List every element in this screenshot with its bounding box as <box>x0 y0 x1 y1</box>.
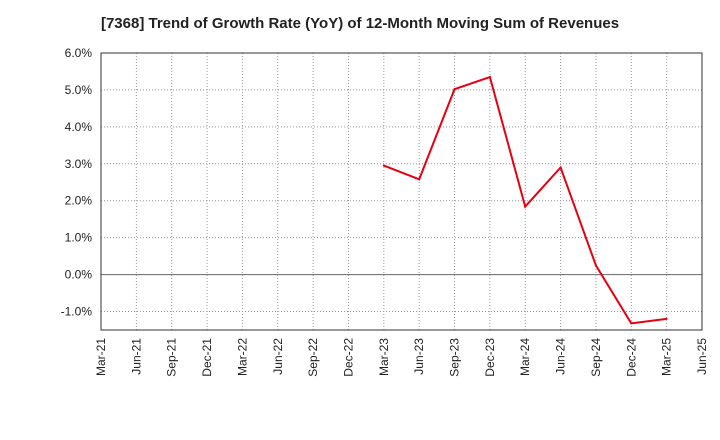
data-point <box>418 178 421 181</box>
x-tick-label: Dec-24 <box>624 338 638 377</box>
y-tick-label: 4.0% <box>65 120 93 134</box>
y-tick-label: 3.0% <box>65 157 93 171</box>
data-point <box>594 264 597 267</box>
data-point <box>559 166 562 169</box>
data-point <box>630 322 633 325</box>
x-tick-label: Sep-23 <box>448 338 462 377</box>
x-tick-label: Mar-22 <box>235 338 249 376</box>
chart-title: [7368] Trend of Growth Rate (YoY) of 12-… <box>100 15 620 32</box>
data-point <box>665 317 668 320</box>
y-tick-label: 2.0% <box>65 194 93 208</box>
y-tick-label: -1.0% <box>61 305 93 319</box>
x-tick-label: Dec-23 <box>483 338 497 377</box>
data-point <box>488 76 491 79</box>
x-tick-label: Sep-24 <box>589 338 603 377</box>
x-tick-label: Dec-21 <box>200 338 214 377</box>
x-tick-label: Mar-21 <box>94 338 108 376</box>
data-point <box>524 205 527 208</box>
x-tick-label: Jun-22 <box>271 338 285 375</box>
x-tick-label: Mar-25 <box>660 338 674 376</box>
x-tick-label: Sep-21 <box>165 338 179 377</box>
data-point <box>453 88 456 91</box>
y-tick-label: 0.0% <box>65 268 93 282</box>
plot-border <box>100 52 703 331</box>
plot-area <box>101 53 702 330</box>
x-tick-label: Jun-24 <box>554 338 568 375</box>
y-tick-label: 1.0% <box>65 231 93 245</box>
x-tick-label: Mar-24 <box>518 338 532 376</box>
x-tick-label: Dec-22 <box>341 338 355 377</box>
y-tick-label: 6.0% <box>65 46 93 60</box>
x-tick-label: Sep-22 <box>306 338 320 377</box>
x-tick-label: Jun-23 <box>412 338 426 375</box>
data-point <box>382 164 385 167</box>
y-tick-label: 5.0% <box>65 83 93 97</box>
x-tick-label: Mar-23 <box>377 338 391 376</box>
x-tick-label: Jun-21 <box>129 338 143 375</box>
x-tick-label: Jun-25 <box>695 338 709 375</box>
